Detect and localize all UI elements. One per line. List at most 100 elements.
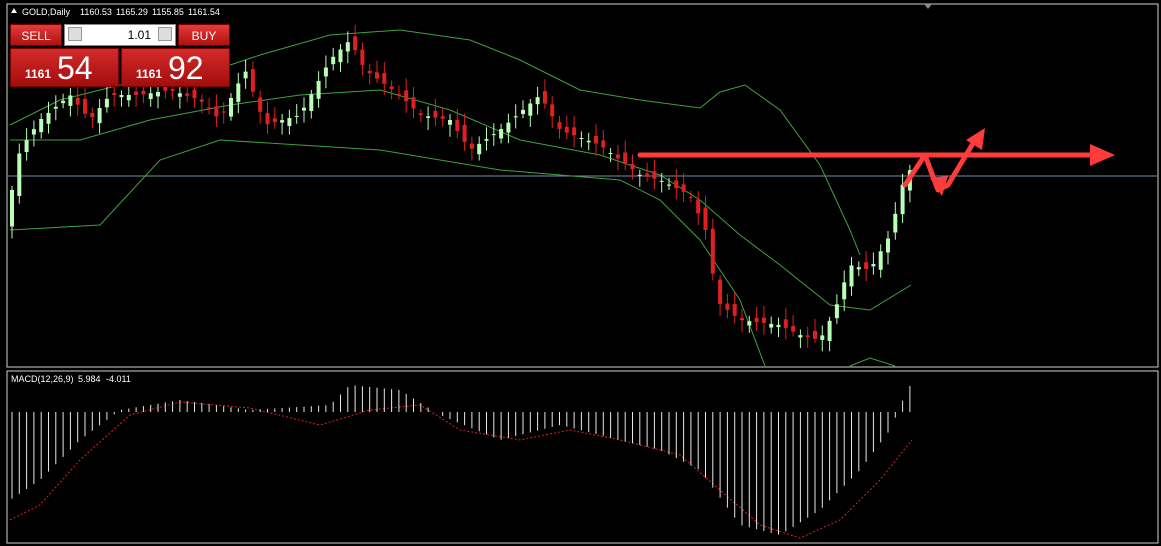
candle-body <box>886 238 890 253</box>
one-click-panel: SELL 1.01 BUY 1161 54 1161 92 <box>10 24 230 87</box>
arrow-heads <box>930 128 1115 196</box>
candle-body <box>90 112 95 118</box>
candle-body <box>24 140 29 152</box>
candle-body <box>367 70 372 74</box>
lot-up[interactable] <box>158 27 172 41</box>
candle-body <box>31 129 36 135</box>
candle-body <box>331 56 336 65</box>
candle-body <box>579 138 584 140</box>
macd-signal <box>9 401 913 539</box>
candle-body <box>499 129 504 139</box>
candle-body <box>302 107 306 111</box>
candle-body <box>506 122 511 133</box>
candle-body <box>448 120 452 125</box>
candle-body <box>856 267 861 270</box>
candle-body <box>710 228 715 274</box>
close: 1161.54 <box>188 7 220 17</box>
candle-body <box>521 109 525 115</box>
candle-body <box>849 265 854 287</box>
candle-body <box>243 71 248 79</box>
candle-body <box>396 94 401 96</box>
candle-body <box>740 317 744 321</box>
macd-label: MACD(12,26,9) <box>11 374 74 384</box>
candle-body <box>426 116 431 118</box>
bollinger-lower-tail <box>849 357 896 367</box>
buy-button[interactable]: BUY <box>178 24 230 46</box>
candle-body <box>871 264 876 267</box>
candle-body <box>528 103 533 116</box>
candle-body <box>769 323 774 328</box>
candle-body <box>718 279 723 305</box>
candle-body <box>477 143 482 155</box>
candle-body <box>382 72 387 84</box>
open: 1160.53 <box>80 7 112 17</box>
lot-down[interactable] <box>68 27 82 41</box>
candle-body <box>404 90 409 102</box>
low: 1155.85 <box>152 7 184 17</box>
candle-body <box>119 95 124 98</box>
macd-frame <box>6 370 1159 544</box>
sell-button[interactable]: SELL <box>10 24 62 46</box>
candle-body <box>338 49 343 63</box>
candle-body <box>535 97 540 105</box>
collapse-icon <box>11 8 17 13</box>
high: 1165.29 <box>116 7 148 17</box>
drawn-arrows <box>637 137 1098 193</box>
candle-body <box>229 98 233 117</box>
candle-body <box>674 180 679 189</box>
candle-body <box>842 282 847 300</box>
candle-body <box>265 112 270 125</box>
candle-body <box>659 180 664 182</box>
candle-body <box>258 97 263 112</box>
candle-body <box>97 108 102 124</box>
candle-body <box>594 136 598 144</box>
ask-pips: 92 <box>168 50 204 86</box>
candle-body <box>469 143 474 149</box>
ask-big: 1161 <box>136 67 163 81</box>
candle-body <box>637 174 642 176</box>
candle-body <box>294 115 299 117</box>
ask-box[interactable]: 1161 92 <box>121 48 230 87</box>
candle-body <box>185 93 190 96</box>
candle-body <box>623 152 628 164</box>
candle-body <box>557 122 562 130</box>
candle-body <box>783 319 788 328</box>
candle-body <box>148 93 153 100</box>
candle-body <box>820 335 825 340</box>
candle-body <box>564 126 569 133</box>
candle-body <box>864 262 869 270</box>
candle-body <box>688 196 693 198</box>
shift-marker <box>924 4 932 9</box>
candle-body <box>199 99 204 102</box>
candle-body <box>513 116 518 118</box>
lot-input[interactable]: 1.01 <box>64 24 176 46</box>
candle-body <box>484 139 489 141</box>
candle-body <box>900 184 905 215</box>
bid-big: 1161 <box>25 67 52 81</box>
candle-body <box>601 140 606 148</box>
candle-body <box>134 91 139 95</box>
candle-body <box>433 110 438 118</box>
macd-signal-value: -4.011 <box>106 374 131 384</box>
candle-body <box>163 86 168 91</box>
candle-body <box>287 118 292 126</box>
bid-box[interactable]: 1161 54 <box>10 48 119 87</box>
candle-body <box>177 93 182 97</box>
candle-body <box>46 112 51 124</box>
candle-body <box>703 207 708 230</box>
candle-body <box>798 335 803 338</box>
candle-body <box>141 90 146 95</box>
candle-body <box>75 97 80 105</box>
candle-body <box>608 152 613 154</box>
bollinger-lower <box>9 139 766 367</box>
candle-body <box>491 134 496 136</box>
candle-body <box>813 330 817 339</box>
candle-body <box>827 320 832 342</box>
candle-body <box>776 324 781 328</box>
candle-body <box>462 125 467 142</box>
candle-body <box>440 116 445 119</box>
candle-body <box>126 95 131 101</box>
candle-body <box>586 140 591 143</box>
